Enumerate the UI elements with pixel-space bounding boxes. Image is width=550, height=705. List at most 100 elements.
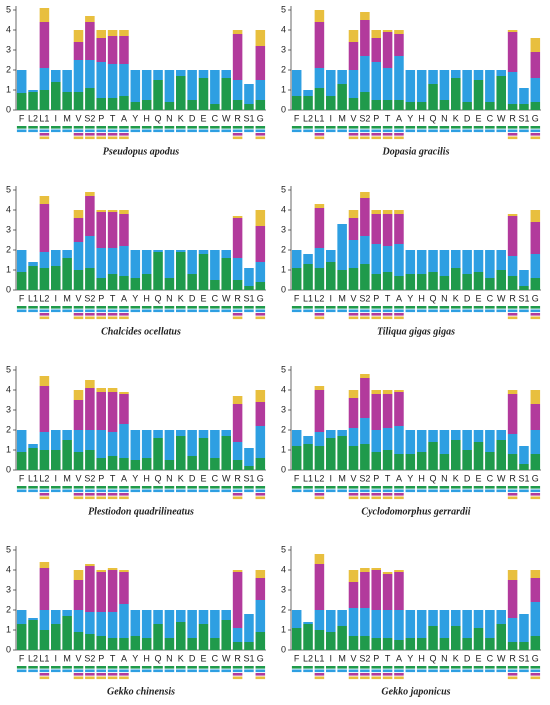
bar-segment	[314, 630, 325, 650]
codon-key	[164, 486, 175, 489]
bar-segment	[85, 22, 95, 60]
codon-key	[16, 489, 27, 493]
bar-segment	[107, 570, 118, 612]
codon-key	[221, 126, 231, 129]
x-tick-label: W	[222, 473, 231, 483]
x-tick-label: N	[166, 653, 173, 663]
codon-key	[187, 306, 197, 309]
codon-key	[405, 666, 416, 669]
codon-key	[451, 306, 461, 309]
codon-key	[176, 489, 186, 493]
x-tick-label: V	[350, 293, 356, 303]
bar-segment	[221, 70, 231, 78]
codon-key	[530, 496, 541, 500]
bar-segment	[326, 632, 336, 650]
codon-key	[530, 313, 541, 316]
x-tick-label: S2	[359, 653, 370, 663]
codon-key	[485, 126, 495, 129]
codon-key	[314, 676, 325, 680]
codon-key	[473, 309, 484, 313]
x-tick-label: S1	[518, 473, 529, 483]
codon-key	[107, 126, 118, 129]
bar-segment	[303, 436, 313, 444]
codon-key	[314, 136, 325, 140]
x-tick-label: V	[75, 113, 81, 123]
x-tick-label: T	[385, 653, 391, 663]
codon-key	[462, 309, 472, 313]
codon-key	[85, 133, 95, 136]
codon-key	[507, 316, 518, 320]
bar-segment	[232, 258, 243, 280]
codon-key	[187, 669, 197, 673]
codon-key	[382, 673, 393, 676]
codon-key	[141, 306, 152, 309]
x-tick-label: G	[257, 113, 264, 123]
codon-key	[187, 126, 197, 129]
codon-key	[107, 666, 118, 669]
bar-segment	[198, 430, 209, 438]
bar-segment	[232, 218, 243, 258]
codon-key	[85, 309, 95, 313]
x-tick-label: C	[212, 293, 219, 303]
codon-key	[62, 669, 72, 673]
codon-key	[451, 309, 461, 313]
bar-segment	[394, 210, 404, 214]
x-tick-label: K	[453, 293, 459, 303]
codon-key	[326, 126, 336, 129]
bar-segment	[485, 250, 495, 278]
bar-segment	[96, 570, 106, 572]
codon-key	[439, 486, 450, 489]
codon-key	[255, 313, 266, 316]
x-tick-label: T	[110, 293, 116, 303]
bar-segment	[39, 386, 50, 432]
bar-segment	[96, 388, 106, 392]
bar-segment	[187, 250, 197, 274]
codon-key	[416, 306, 427, 309]
codon-key	[462, 486, 472, 489]
bar-segment	[382, 428, 393, 450]
codon-key	[291, 129, 302, 133]
codon-key	[519, 129, 529, 133]
bar-segment	[73, 430, 84, 452]
codon-key	[210, 126, 220, 129]
bar-segment	[198, 624, 209, 650]
bar-segment	[73, 42, 84, 60]
codon-key	[303, 129, 313, 133]
bar-segment	[485, 452, 495, 470]
bar-segment	[96, 572, 106, 612]
codon-key	[530, 489, 541, 493]
bar-segment	[428, 430, 438, 442]
x-tick-label: W	[222, 113, 231, 123]
bar-segment	[348, 98, 359, 110]
codon-key	[85, 669, 95, 673]
x-tick-label: Y	[407, 293, 413, 303]
codon-key	[255, 676, 266, 680]
x-tick-label: E	[475, 473, 481, 483]
bar-segment	[485, 610, 495, 638]
y-tick-label: 5	[281, 544, 286, 554]
x-tick-label: N	[166, 113, 173, 123]
y-tick-label: 2	[281, 424, 286, 434]
codon-key	[371, 669, 381, 673]
bar-segment	[371, 430, 381, 452]
x-tick-label: A	[121, 653, 127, 663]
bar-segment	[73, 452, 84, 470]
x-tick-label: L1	[28, 293, 38, 303]
bar-segment	[382, 450, 393, 470]
codon-key	[451, 489, 461, 493]
codon-key	[187, 489, 197, 493]
bar-segment	[394, 640, 404, 650]
bar-segment	[85, 612, 95, 634]
bar-segment	[85, 236, 95, 268]
bar-segment	[382, 210, 393, 214]
x-tick-label: S1	[243, 653, 254, 663]
codon-key	[394, 313, 404, 316]
codon-key	[73, 129, 84, 133]
codon-key	[314, 669, 325, 673]
x-tick-label: N	[166, 293, 173, 303]
codon-key	[291, 309, 302, 313]
bar-segment	[394, 610, 404, 640]
codon-key	[176, 309, 186, 313]
codon-key	[73, 496, 84, 500]
bar-segment	[85, 450, 95, 470]
